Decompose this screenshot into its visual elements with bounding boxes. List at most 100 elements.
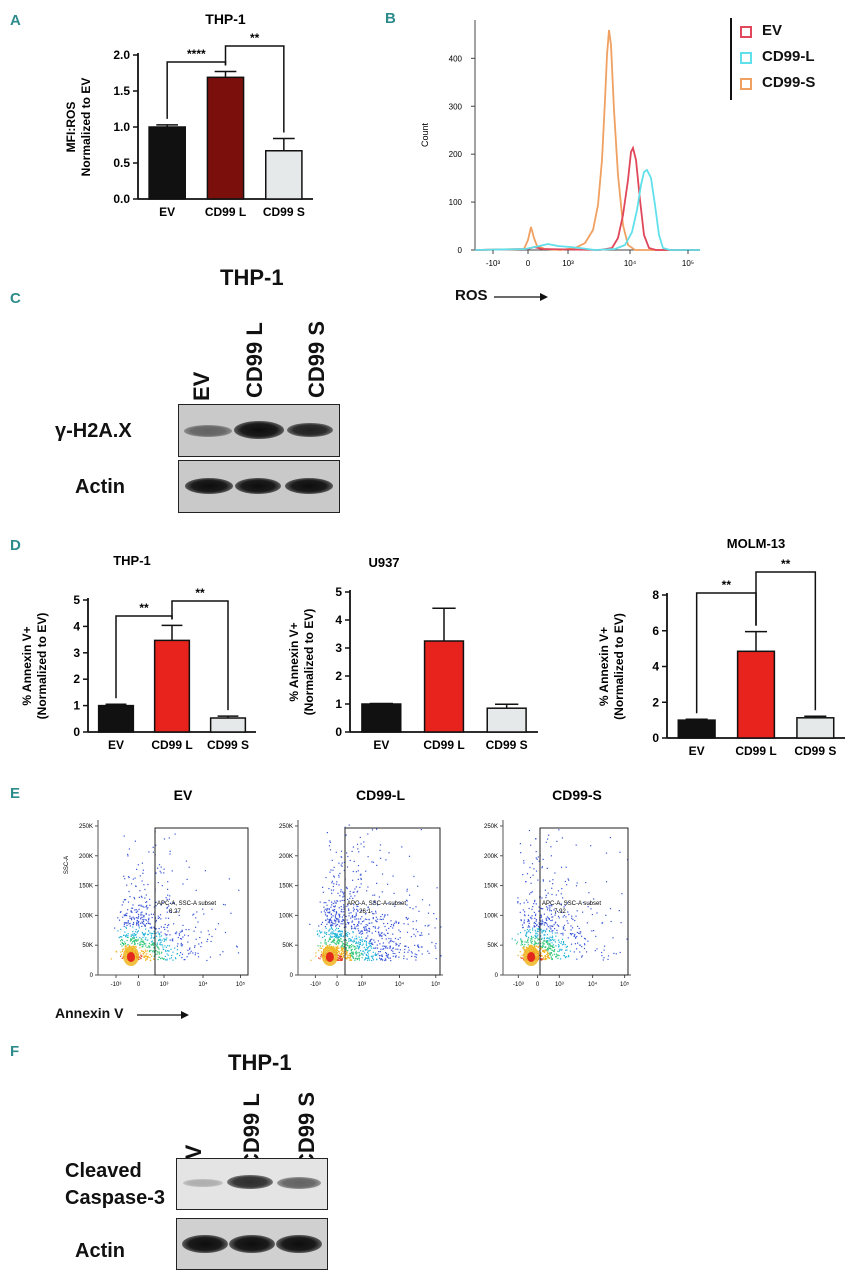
flow-dot (169, 853, 171, 855)
flow-dot (142, 905, 144, 907)
flow-dot (338, 951, 340, 953)
flow-dot (374, 901, 376, 903)
flow-dot (125, 936, 127, 938)
flow-dot (529, 876, 532, 879)
flow-dot (338, 913, 340, 915)
flow-dot (136, 924, 138, 926)
flow-dot (147, 933, 149, 936)
flow-dot (122, 901, 124, 903)
flow-dot (123, 835, 125, 837)
flow-dot (331, 901, 333, 903)
flow-dot (361, 941, 363, 943)
flow-dot (141, 880, 143, 882)
flow-dot (403, 957, 405, 960)
flow-dot (140, 904, 142, 906)
flow-dot (346, 919, 348, 921)
flow-dot (348, 922, 350, 924)
flow-dot (547, 926, 549, 928)
flow-dot (125, 927, 127, 929)
flow-dot (142, 945, 144, 947)
significance-bracket (224, 45, 285, 133)
flow-x-tick-label: 10³ (160, 982, 169, 988)
flow-dot (564, 880, 566, 883)
flow-dot (142, 936, 144, 939)
flow-dot (376, 918, 379, 920)
flow-dot (368, 922, 370, 924)
flow-dot (153, 958, 155, 960)
flow-dot (361, 944, 363, 946)
flow-dot (373, 900, 376, 902)
flow-dot (343, 895, 345, 897)
flow-dot (138, 958, 140, 961)
flow-dot (567, 911, 569, 913)
flow-dot (345, 939, 347, 941)
flow-dot (157, 945, 159, 947)
flow-dot (141, 921, 143, 923)
flow-dot (356, 908, 358, 910)
flow-dot (169, 958, 171, 960)
flow-dot (147, 955, 149, 957)
y-axis-label: (Normalized to EV) (612, 613, 626, 720)
flow-dot (335, 883, 338, 885)
flow-dot (328, 921, 330, 923)
flow-dot (144, 919, 146, 921)
flow-dot (570, 934, 572, 936)
flow-dot (366, 932, 368, 934)
flow-dot (535, 943, 537, 945)
flow-dot (334, 939, 336, 941)
flow-dot (117, 917, 119, 919)
flow-dot (170, 948, 172, 950)
flow-dot (155, 872, 157, 874)
flow-dot (195, 926, 197, 928)
y-tick-label: 2.0 (113, 48, 130, 62)
flow-dot (358, 936, 360, 938)
flow-dot (560, 933, 562, 935)
flow-dot (343, 946, 345, 948)
panel-label-c: C (10, 290, 21, 307)
flow-dot (141, 940, 143, 943)
flow-dot (602, 959, 604, 961)
flow-dot (355, 914, 357, 916)
flow-dot (127, 921, 129, 923)
flow-dot (135, 946, 137, 948)
flow-dot (546, 937, 549, 939)
flow-dot (540, 946, 542, 948)
flow-dot (155, 928, 157, 930)
flow-dot (542, 943, 544, 945)
flow-dot (127, 920, 129, 922)
flow-dot (217, 923, 220, 925)
flow-dot (384, 959, 386, 962)
flow-dot (157, 947, 159, 949)
panel-f-title: THP-1 (228, 1050, 292, 1075)
flow-dot (534, 899, 536, 901)
flow-dot (172, 951, 174, 953)
flow-dot (354, 916, 356, 918)
flow-dot (236, 946, 238, 948)
flow-dot (336, 933, 338, 935)
flow-dot (316, 934, 319, 936)
flow-dot (365, 949, 367, 951)
flow-dot (333, 909, 335, 911)
flow-dot (385, 952, 387, 954)
flow-dot (349, 952, 351, 955)
flow-dot (341, 944, 344, 946)
band (184, 425, 232, 437)
flow-dot (351, 916, 353, 918)
flow-dot (165, 934, 167, 936)
flow-dot (360, 923, 362, 925)
flow-dot (336, 937, 338, 939)
flow-dot (612, 937, 614, 939)
flow-dot (547, 955, 550, 957)
flow-dot (376, 944, 378, 946)
flow-dot (530, 892, 532, 894)
flow-dot (149, 898, 151, 900)
flow-dot (564, 929, 566, 931)
flow-dot (407, 917, 409, 919)
flow-dot (192, 914, 194, 916)
flow-dot (149, 904, 151, 906)
flow-dot (163, 872, 165, 874)
flow-dot (166, 937, 168, 939)
flow-dot (384, 915, 386, 917)
flow-dot (551, 893, 553, 896)
flow-dot (153, 946, 155, 948)
